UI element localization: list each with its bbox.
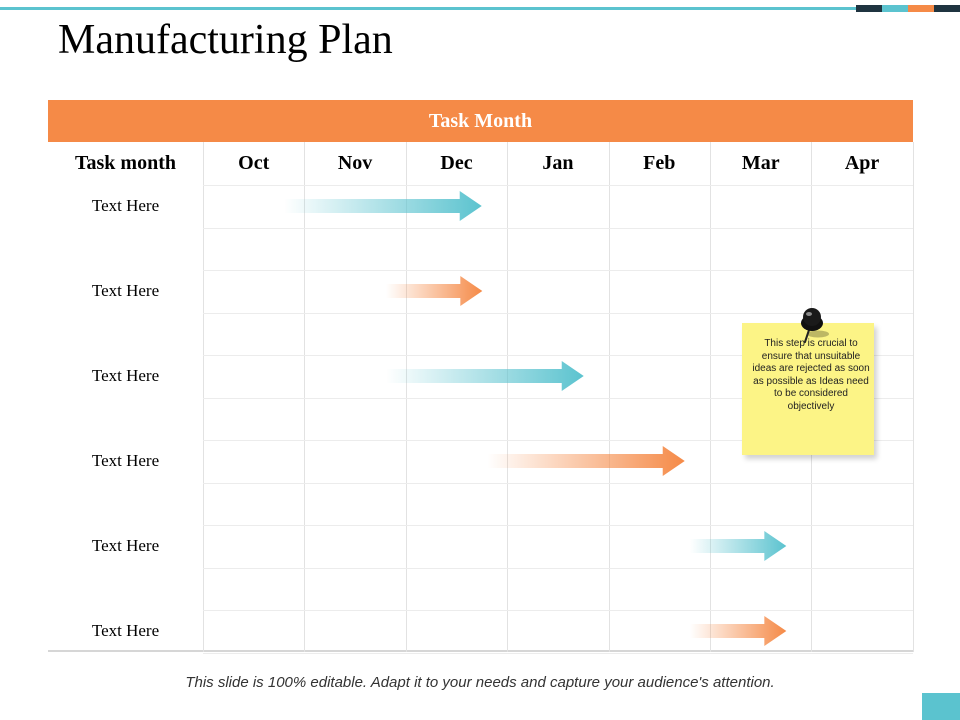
grid-row-line [203,312,913,314]
grid-column-line [507,142,509,652]
timeline-arrow [486,445,685,477]
top-accent-line [0,7,856,10]
grid-row-line [203,610,913,611]
timeline-arrow [385,275,482,307]
grid-column-line [912,142,914,652]
grid-row-line [203,440,913,441]
corner-bar-orange [908,5,934,12]
corner-bar-navy-2 [934,5,960,12]
grid-column-line [710,142,711,652]
timeline-arrow [284,190,482,222]
timeline-arrow-shape [385,276,482,307]
month-header-jan: Jan [542,152,574,174]
timeline-arrow [385,360,584,392]
month-header-mar: Mar [741,152,780,174]
grid-row-line [203,270,913,271]
grid-row-line [203,355,913,356]
grid-row-line [203,185,913,186]
grid-column-line [608,142,610,652]
timeline-arrow-shape [689,616,787,647]
grid-row-line [203,397,913,399]
timeline-arrow-shape [689,531,787,562]
grid-row-line [203,525,913,526]
grid-column-line [405,142,407,652]
footer-note: This slide is 100% editable. Adapt it to… [185,674,775,691]
sticky-note: This step is crucial to ensure that unsu… [740,305,886,465]
sticky-note-paper [742,323,874,455]
month-header-oct: Oct [238,152,270,174]
banner-label: Task Month [428,109,533,132]
task-month-column-header: Task month [75,152,176,174]
corner-bar-navy-1 [856,5,882,12]
grid-row-line [203,652,913,654]
timeline-arrow [689,615,787,647]
task-month-banner: Task Month [48,100,913,142]
grid-column-line [304,142,306,652]
month-header-nov: Nov [337,152,373,174]
task-row-label: Text Here [91,366,160,385]
gantt-grid: Task month Oct Nov Dec Jan Feb Mar Apr Text Her… [48,142,914,654]
corner-square [922,693,960,720]
task-row-label: Text Here [91,281,160,300]
month-header-dec: Dec [440,152,473,174]
pushpin-icon [798,305,830,345]
timeline-arrow-shape [284,191,482,222]
task-row-label: Text Here [91,536,160,555]
task-row-label: Text Here [91,451,160,470]
corner-bar-teal [882,5,908,12]
grid-column-line [203,142,204,652]
timeline-arrow-shape [486,446,685,477]
task-row-label: Text Here [91,621,160,640]
grid-row-line [203,227,913,229]
grid-row-line [203,482,913,484]
timeline-arrow [689,530,787,562]
task-row-label: Text Here [91,196,160,215]
month-header-apr: Apr [844,152,880,174]
grid-bottom-border [48,650,913,652]
grid-row-line [203,567,913,569]
sticky-note-text: This step is crucial to ensure that unsu… [752,338,870,412]
corner-color-bars [856,5,960,12]
slide-title: Manufacturing Plan [58,17,393,63]
month-header-feb: Feb [643,152,676,174]
timeline-arrow-shape [385,361,584,392]
